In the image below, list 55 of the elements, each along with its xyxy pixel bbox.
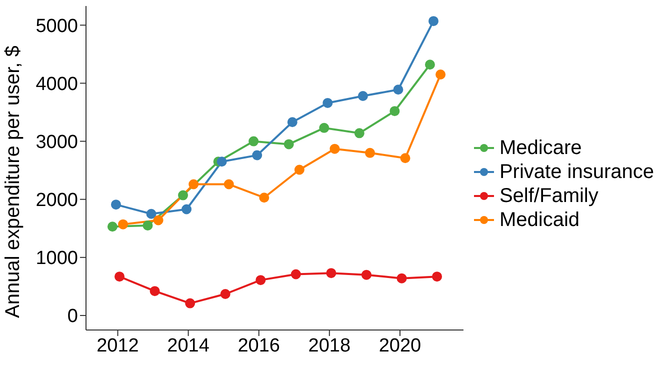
point (178, 190, 188, 200)
point (114, 272, 125, 282)
point (252, 150, 262, 160)
point (118, 219, 128, 230)
point (364, 148, 375, 158)
y-tick-label: 1000 (36, 248, 78, 270)
point (322, 98, 333, 108)
x-tick-label: 2014 (167, 335, 210, 356)
point (424, 60, 435, 70)
point (428, 16, 438, 26)
point (182, 204, 192, 214)
point (188, 179, 199, 190)
point (290, 269, 301, 280)
y-tick-label: 0 (67, 306, 78, 328)
x-tick-label: 2020 (378, 335, 422, 356)
point (146, 208, 156, 219)
legend-label: Private insurance (499, 160, 654, 184)
point (330, 144, 340, 154)
point (153, 215, 164, 226)
point (220, 289, 230, 299)
y-tick-label: 5000 (36, 16, 78, 37)
point (294, 164, 304, 175)
point (326, 268, 336, 278)
legend-label: Self/Family (499, 184, 598, 208)
point (396, 273, 407, 284)
point (319, 122, 330, 133)
point (284, 139, 294, 150)
point (107, 222, 118, 232)
point (354, 128, 364, 138)
x-tick-label: 2016 (238, 335, 280, 356)
point (256, 275, 266, 286)
y-tick-label: 2000 (36, 190, 78, 212)
point (216, 156, 227, 167)
x-tick-label: 2012 (96, 335, 139, 356)
legend-label: Medicaid (499, 208, 580, 232)
point (393, 84, 404, 95)
point (150, 286, 160, 296)
point (224, 179, 234, 190)
y-tick-label: 3000 (36, 132, 78, 154)
point (432, 272, 442, 282)
point (110, 200, 121, 210)
point (436, 70, 446, 80)
legend-label: Medicare (499, 136, 582, 160)
point (358, 91, 368, 101)
x-tick-label: 2018 (308, 335, 351, 356)
point (400, 153, 410, 164)
point (185, 298, 196, 308)
point (287, 117, 298, 128)
point (142, 220, 153, 230)
point (390, 106, 400, 116)
y-axis-title: Annual expenditure per user, $ (2, 46, 24, 318)
point (361, 270, 372, 280)
y-tick-label: 4000 (36, 74, 78, 95)
point (259, 192, 270, 203)
point (248, 136, 259, 146)
